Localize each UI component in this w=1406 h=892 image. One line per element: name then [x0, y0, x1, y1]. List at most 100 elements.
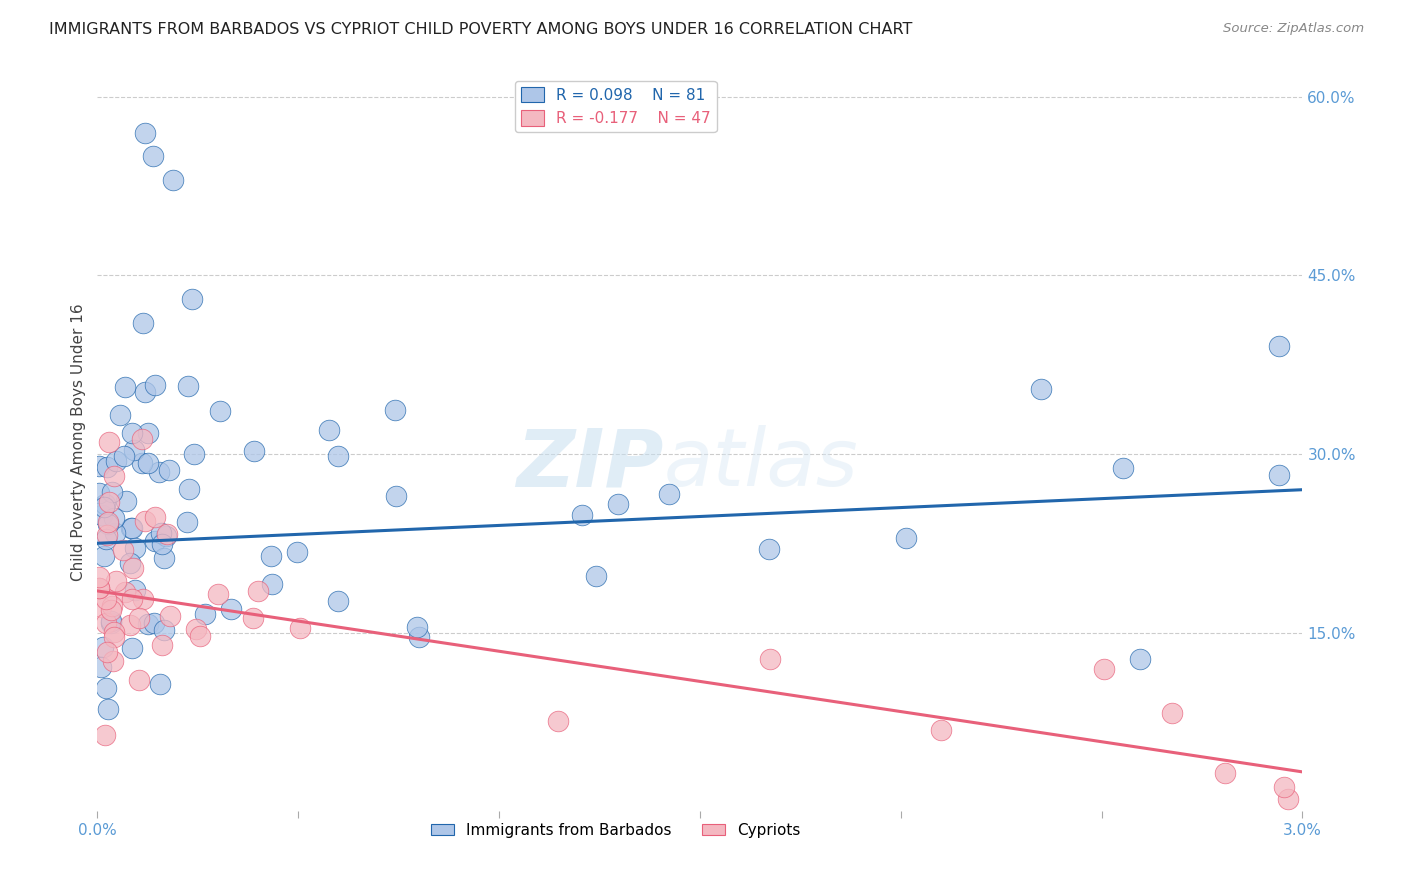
Point [162, 173, 184, 187]
Point [145, 510, 167, 524]
Point [260, 549, 283, 563]
Point [143, 533, 166, 548]
Point [136, 616, 159, 631]
Point [207, 586, 229, 600]
Point [90, 599, 112, 614]
Point [243, 444, 266, 458]
Point [1272, 780, 1295, 794]
Point [112, 449, 135, 463]
Point [104, 525, 127, 540]
Point [1029, 382, 1052, 396]
Point [136, 456, 159, 470]
Point [89, 485, 111, 500]
Point [177, 482, 200, 496]
Point [148, 465, 170, 479]
Point [104, 454, 127, 468]
Point [89, 570, 111, 584]
Point [118, 617, 141, 632]
Point [571, 508, 593, 522]
Point [96, 460, 118, 475]
Point [96, 528, 118, 542]
Point [94, 591, 117, 606]
Point [90, 660, 112, 674]
Point [260, 577, 283, 591]
Point [1161, 706, 1184, 721]
Point [585, 569, 607, 583]
Point [108, 409, 131, 423]
Point [1268, 467, 1291, 482]
Point [180, 292, 202, 306]
Point [124, 541, 146, 555]
Point [131, 432, 153, 446]
Point [152, 623, 174, 637]
Point [112, 543, 135, 558]
Text: atlas: atlas [664, 425, 859, 503]
Point [547, 714, 569, 728]
Point [159, 463, 181, 477]
Point [183, 447, 205, 461]
Point [94, 681, 117, 696]
Point [103, 630, 125, 644]
Point [100, 615, 122, 630]
Point [121, 591, 143, 606]
Point [100, 603, 122, 617]
Point [97, 517, 120, 532]
Point [150, 537, 173, 551]
Point [1213, 766, 1236, 780]
Point [128, 673, 150, 687]
Point [120, 520, 142, 534]
Point [408, 630, 430, 644]
Legend: Immigrants from Barbados, Cypriots: Immigrants from Barbados, Cypriots [425, 817, 807, 844]
Point [100, 485, 122, 500]
Point [103, 469, 125, 483]
Point [89, 581, 111, 595]
Point [758, 652, 780, 666]
Point [90, 508, 112, 522]
Text: ZIP: ZIP [516, 425, 664, 503]
Point [1277, 792, 1299, 806]
Point [894, 531, 917, 545]
Point [242, 610, 264, 624]
Point [89, 459, 111, 474]
Point [134, 514, 156, 528]
Point [606, 497, 628, 511]
Point [94, 497, 117, 511]
Point [121, 521, 143, 535]
Y-axis label: Child Poverty Among Boys Under 16: Child Poverty Among Boys Under 16 [72, 303, 86, 581]
Point [290, 621, 312, 635]
Point [188, 629, 211, 643]
Point [177, 378, 200, 392]
Point [285, 544, 308, 558]
Point [98, 435, 121, 450]
Point [91, 640, 114, 655]
Point [115, 494, 138, 508]
Point [94, 728, 117, 742]
Point [142, 149, 165, 163]
Point [184, 622, 207, 636]
Point [153, 550, 176, 565]
Point [149, 677, 172, 691]
Point [1129, 651, 1152, 665]
Point [97, 495, 120, 509]
Point [176, 515, 198, 529]
Point [121, 561, 143, 575]
Point [1112, 460, 1135, 475]
Point [136, 426, 159, 441]
Point [134, 384, 156, 399]
Point [103, 625, 125, 640]
Point [194, 607, 217, 621]
Point [122, 442, 145, 457]
Point [97, 515, 120, 529]
Point [121, 641, 143, 656]
Point [384, 489, 406, 503]
Point [1092, 662, 1115, 676]
Point [134, 126, 156, 140]
Point [155, 529, 177, 543]
Point [246, 584, 269, 599]
Point [929, 723, 952, 737]
Text: Source: ZipAtlas.com: Source: ZipAtlas.com [1223, 22, 1364, 36]
Point [132, 591, 155, 606]
Point [100, 614, 122, 628]
Point [128, 610, 150, 624]
Point [406, 620, 429, 634]
